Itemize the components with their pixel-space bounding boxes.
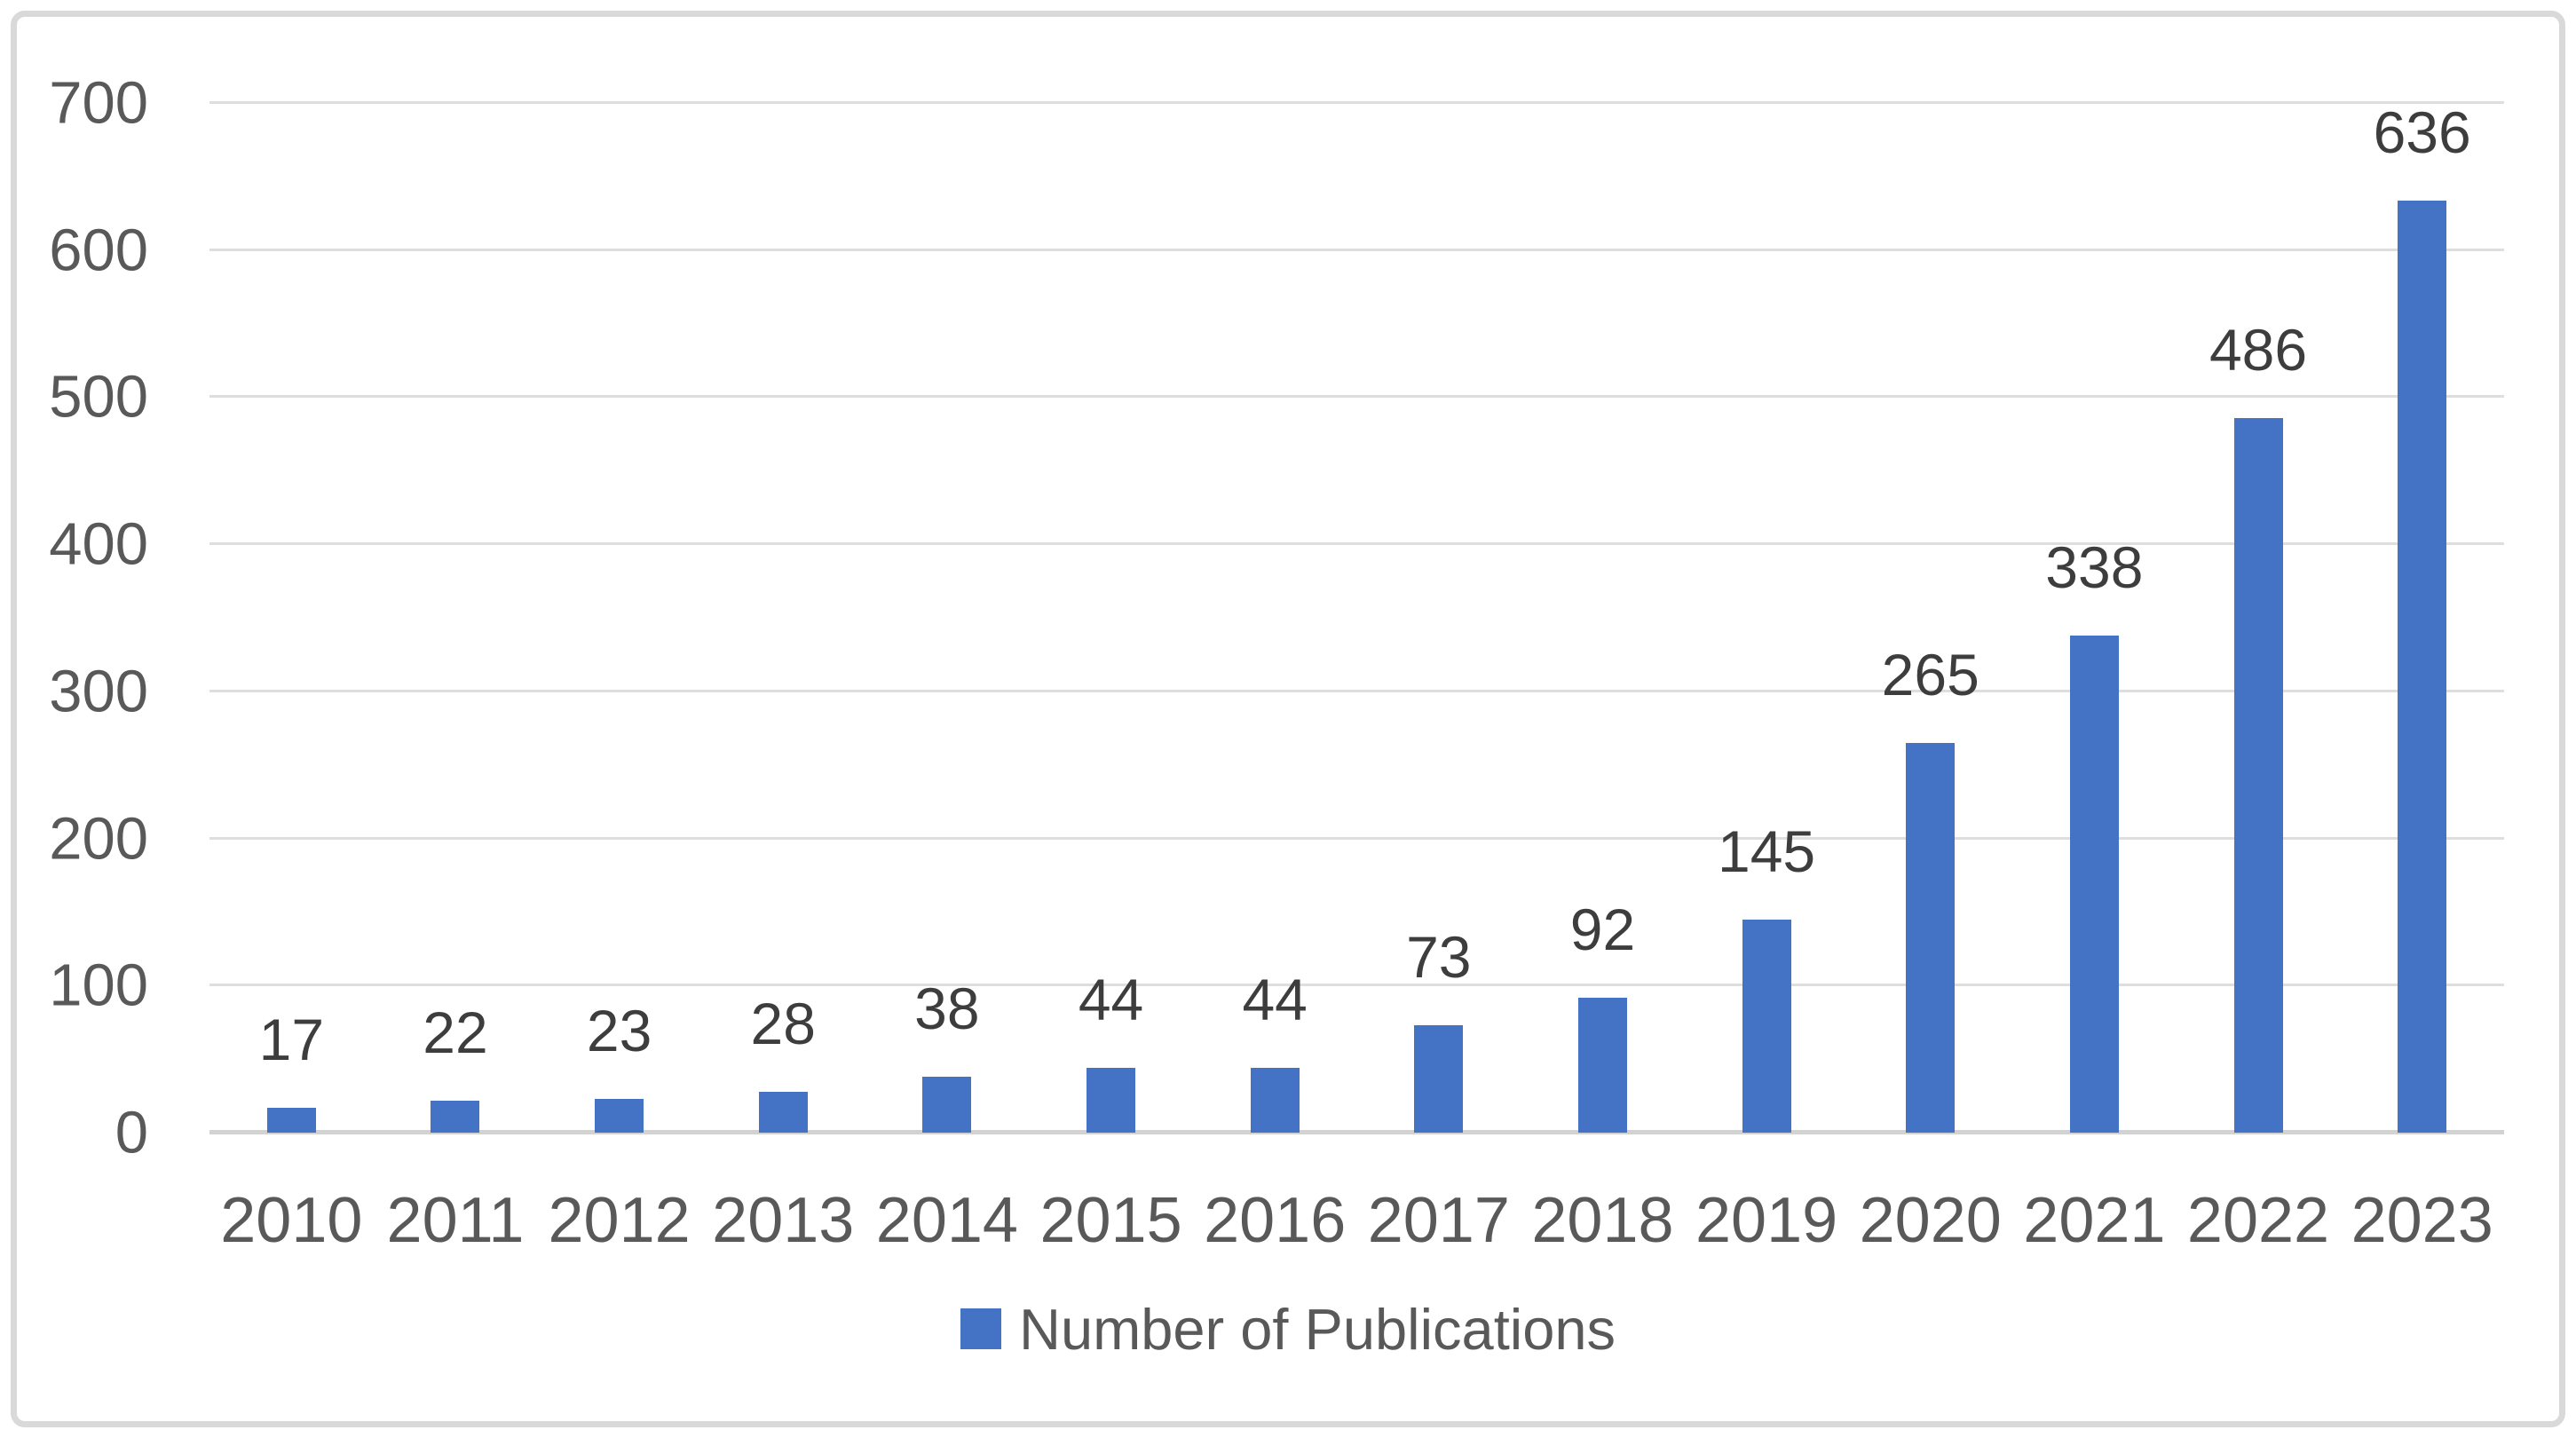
publication-bar: [922, 1077, 972, 1133]
bar-column: 92: [1521, 103, 1685, 1133]
x-axis-label: 2023: [2351, 1185, 2493, 1256]
y-gridline: [209, 1130, 2504, 1134]
y-gridline: [209, 248, 2504, 251]
bar-value-label: 636: [2373, 99, 2471, 165]
bar-value-label: 44: [1242, 967, 1308, 1033]
bar-value-label: 338: [2045, 533, 2144, 600]
bar-value-label: 73: [1406, 924, 1472, 991]
bar-column: 636: [2340, 103, 2504, 1133]
bar-value-label: 22: [423, 999, 488, 1065]
bar-column: 145: [1685, 103, 1849, 1133]
publication-bar: [1087, 1068, 1136, 1133]
publication-bar: [431, 1100, 480, 1133]
x-axis-label: 2019: [1695, 1185, 1838, 1256]
y-axis-label: 500: [49, 363, 148, 431]
bar-value-label: 44: [1078, 967, 1144, 1033]
y-axis-label: 0: [115, 1099, 148, 1166]
bar-value-label: 23: [586, 997, 652, 1063]
bar-column: 17: [209, 103, 374, 1133]
publication-bar: [1906, 742, 1956, 1133]
y-axis-label: 600: [49, 217, 148, 284]
x-axis-label: 2021: [2023, 1185, 2166, 1256]
publication-bar: [758, 1091, 808, 1133]
bar-column: 44: [1193, 103, 1357, 1133]
bar-column: 265: [1848, 103, 2012, 1133]
publication-bar: [2233, 417, 2283, 1133]
x-axis-label: 2022: [2186, 1185, 2330, 1256]
bar-value-label: 17: [258, 1006, 325, 1072]
publication-bar: [1250, 1068, 1300, 1133]
publication-bar: [266, 1107, 316, 1133]
x-axis-label: 2011: [386, 1185, 525, 1256]
bar-column: 338: [2012, 103, 2177, 1133]
bar-column: 23: [537, 103, 701, 1133]
bar-column: 28: [701, 103, 865, 1133]
bar-column: 486: [2177, 103, 2341, 1133]
plot-area: 17 22 23 28 38 44 44 73 92 145 265 338 486 636: [209, 101, 2504, 1134]
x-axis-label: 2020: [1859, 1185, 2002, 1256]
bar-column: 73: [1356, 103, 1521, 1133]
legend-swatch-icon: [960, 1308, 1001, 1349]
x-axis-label: 2018: [1531, 1185, 1674, 1256]
publication-bar: [595, 1098, 644, 1133]
bars-layer: 17 22 23 28 38 44 44 73 92 145 265 338 486 636: [209, 103, 2504, 1133]
x-axis-label: 2017: [1367, 1185, 1510, 1256]
x-axis-label: 2010: [220, 1185, 363, 1256]
x-axis-label: 2014: [875, 1185, 1018, 1256]
bar-value-label: 265: [1881, 641, 1979, 707]
y-gridline: [209, 101, 2504, 104]
x-axis-label: 2015: [1039, 1185, 1182, 1256]
publication-bar: [1742, 919, 1791, 1133]
y-gridline: [209, 836, 2504, 840]
y-axis-label: 100: [49, 952, 148, 1019]
bar-value-label: 38: [914, 976, 980, 1042]
y-axis-label: 700: [49, 69, 148, 137]
publication-bar: [1577, 997, 1627, 1133]
publication-bar: [2069, 635, 2119, 1133]
publication-bar: [1414, 1025, 1464, 1133]
y-gridline: [209, 689, 2504, 692]
bar-column: 38: [865, 103, 1030, 1133]
chart-frame: 17 22 23 28 38 44 44 73 92 145 265 338 486 636 0 100 20…: [11, 11, 2565, 1427]
x-axis-label: 2012: [548, 1185, 691, 1256]
legend-label: Number of Publications: [1019, 1296, 1616, 1362]
y-gridline: [209, 395, 2504, 399]
y-axis-label: 300: [49, 658, 148, 725]
legend: Number of Publications: [17, 1296, 2559, 1362]
bar-column: 22: [374, 103, 538, 1133]
bar-column: 44: [1029, 103, 1193, 1133]
bar-value-label: 92: [1569, 896, 1636, 962]
bar-value-label: 145: [1718, 818, 1816, 884]
y-axis-label: 200: [49, 805, 148, 873]
y-gridline: [209, 984, 2504, 987]
y-axis-label: 400: [49, 510, 148, 578]
x-axis-label: 2016: [1204, 1185, 1347, 1256]
y-gridline: [209, 542, 2504, 546]
publication-bar: [2398, 201, 2447, 1133]
x-axis-label: 2013: [712, 1185, 855, 1256]
bar-value-label: 486: [2209, 316, 2308, 383]
x-axis: 2010 2011 2012 2013 2014 2015 2016 2017 2018 2019…: [209, 1189, 2504, 1252]
bar-value-label: 28: [750, 990, 816, 1056]
